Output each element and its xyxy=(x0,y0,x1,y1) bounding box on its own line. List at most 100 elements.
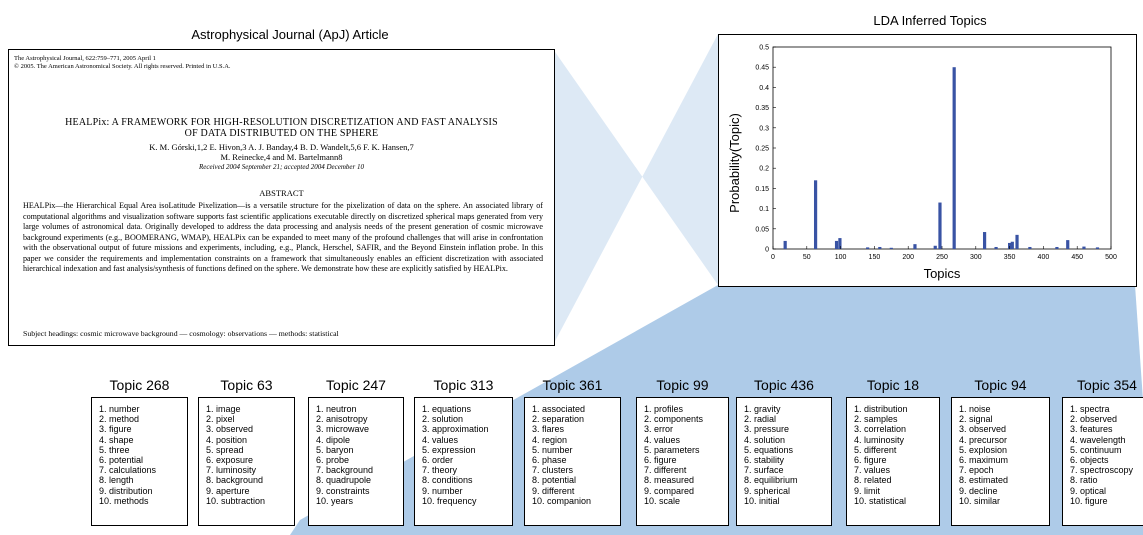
topic-word: 7. calculations xyxy=(99,465,157,476)
topic-word: 4. values xyxy=(644,434,681,445)
topic-word-list: 1. noise 2. signal 3. observed 4. precursor… xyxy=(959,404,1049,506)
topic-word: 3. microwave xyxy=(316,424,370,435)
topic-box: 1. distribution 2. samples 3. correlation 4… xyxy=(846,397,940,526)
topic-word: 1. gravity xyxy=(744,404,781,414)
article-caption: Astrophysical Journal (ApJ) Article xyxy=(191,27,389,42)
chart-caption: LDA Inferred Topics xyxy=(873,13,987,28)
topic-word: 9. optical xyxy=(1070,485,1107,496)
topic-box: 1. number 2. method 3. figure 4. shape 5. th… xyxy=(91,397,188,526)
topic-bar xyxy=(982,232,987,249)
topic-word: 6. potential xyxy=(99,455,144,466)
topic-title: Topic 313 xyxy=(433,377,494,393)
topic-bar xyxy=(933,245,937,249)
topic-word: 10. scale xyxy=(644,495,681,506)
topic-word: 5. three xyxy=(99,444,130,455)
topic-word: 8. potential xyxy=(532,475,577,486)
x-tick-label: 50 xyxy=(803,254,811,261)
topic-bar xyxy=(838,238,842,249)
x-tick-label: 250 xyxy=(936,254,948,261)
x-tick-label: 300 xyxy=(970,254,982,261)
topic-word: 3. error xyxy=(644,424,674,435)
topic-word: 9. aperture xyxy=(206,485,250,496)
topic-word: 2. anisotropy xyxy=(316,414,368,425)
topic-word: 10. figure xyxy=(1070,495,1108,506)
topic-word: 7. epoch xyxy=(959,465,994,476)
topic-word: 4. position xyxy=(206,434,248,445)
topic-word: 5. explosion xyxy=(959,444,1008,455)
topic-box: 1. equations 2. solution 3. approximation 4… xyxy=(414,397,513,526)
y-tick-label: 0.35 xyxy=(755,105,769,112)
topic-word: 2. components xyxy=(644,414,704,425)
chart-svg: 0 0.05 0.1 0.15 0.2 0.25 0.3 0.35 0.4 0.45 0.5 0 50 1… xyxy=(727,45,1117,282)
topic-word: 2. separation xyxy=(532,414,585,425)
x-tick-label: 450 xyxy=(1071,254,1083,261)
topic-bar xyxy=(938,202,942,249)
topic-word: 6. figure xyxy=(644,455,677,466)
x-tick-label: 350 xyxy=(1004,254,1016,261)
topic-word: 3. correlation xyxy=(854,424,907,435)
topic-title: Topic 361 xyxy=(542,377,603,393)
article-title: HEALPix: A FRAMEWORK FOR HIGH-RESOLUTION… xyxy=(65,117,498,139)
topic-word: 6. maximum xyxy=(959,455,1009,466)
topic-word: 8. length xyxy=(99,475,134,486)
x-tick-label: 500 xyxy=(1105,254,1117,261)
topic-title: Topic 99 xyxy=(656,377,709,393)
x-tick-label: 150 xyxy=(869,254,881,261)
topic-word: 2. solution xyxy=(422,414,464,425)
y-tick-label: 0.45 xyxy=(755,65,769,72)
topic-word: 4. luminosity xyxy=(854,434,905,445)
topic-word: 8. conditions xyxy=(422,475,473,486)
topic-word: 1. associated xyxy=(532,404,586,414)
topic-word: 5. parameters xyxy=(644,444,700,455)
topic-word: 1. profiles xyxy=(644,404,684,414)
topic-word: 5. baryon xyxy=(316,444,354,455)
topic-word: 1. equations xyxy=(422,404,472,414)
topic-word: 3. observed xyxy=(959,424,1007,435)
topic-word: 10. frequency xyxy=(422,495,477,506)
topic-word: 6. order xyxy=(422,455,454,466)
topic-word: 6. stability xyxy=(744,455,785,466)
topic-word: 10. companion xyxy=(532,495,592,506)
topic-word: 1. noise xyxy=(959,404,991,414)
topic-word: 2. signal xyxy=(959,414,993,425)
topic-word: 5. different xyxy=(854,444,897,455)
topic-word: 2. method xyxy=(99,414,140,425)
topic-title: Topic 354 xyxy=(1077,377,1137,393)
topic-word: 4. wavelength xyxy=(1070,434,1126,445)
topic-word: 2. radial xyxy=(744,414,777,425)
topic-word-list: 1. associated 2. separation 3. flares 4. re… xyxy=(532,404,620,506)
topic-word: 6. exposure xyxy=(206,455,254,466)
topic-bar xyxy=(1028,246,1032,249)
x-tick-label: 400 xyxy=(1038,254,1050,261)
topic-word: 7. luminosity xyxy=(206,465,257,476)
topic-word: 6. objects xyxy=(1070,455,1109,466)
topic-word: 4. precursor xyxy=(959,434,1008,445)
topic-word: 7. spectroscopy xyxy=(1070,465,1134,476)
topic-word: 4. region xyxy=(532,434,568,445)
topic-word-list: 1. equations 2. solution 3. approximation 4… xyxy=(422,404,512,506)
topic-bar xyxy=(1008,242,1012,249)
topic-word: 10. subtraction xyxy=(206,495,266,506)
topic-box: 1. neutron 2. anisotropy 3. microwave 4. di… xyxy=(308,397,404,526)
topic-word: 9. constraints xyxy=(316,485,370,496)
topic-bar xyxy=(1066,240,1070,249)
topic-word: 3. flares xyxy=(532,424,565,435)
topic-word: 7. background xyxy=(316,465,374,476)
topic-bar xyxy=(1095,247,1100,249)
y-axis-label: Probability(Topic) xyxy=(727,113,742,213)
topic-word: 9. number xyxy=(422,485,463,496)
topic-word: 10. statistical xyxy=(854,495,907,506)
y-tick-label: 0.5 xyxy=(759,45,769,52)
topic-word: 6. figure xyxy=(854,455,887,466)
topic-word: 3. pressure xyxy=(744,424,790,435)
topic-word-list: 1. neutron 2. anisotropy 3. microwave 4. di… xyxy=(316,404,403,506)
topic-word: 3. features xyxy=(1070,424,1113,435)
article-received: Received 2004 September 21; accepted 200… xyxy=(198,163,365,171)
topic-box: 1. associated 2. separation 3. flares 4. re… xyxy=(524,397,621,526)
topic-word: 4. shape xyxy=(99,434,134,445)
topic-word: 6. phase xyxy=(532,455,567,466)
topic-word: 8. related xyxy=(854,475,892,486)
topic-word-list: 1. gravity 2. radial 3. pressure 4. solutio… xyxy=(744,404,831,506)
x-tick-label: 0 xyxy=(771,254,775,261)
topic-word: 10. methods xyxy=(99,495,149,506)
